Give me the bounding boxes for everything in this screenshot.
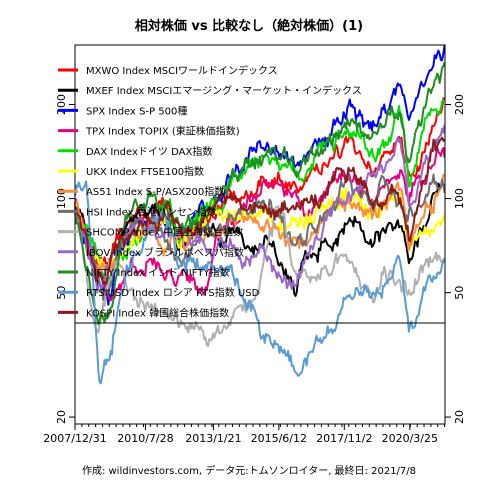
legend-label-9: SHCOMP Index 中国上海総合指数 (86, 226, 243, 239)
legend-label-7: AS51 Index S-P/ASX200指数 (86, 185, 224, 198)
series-line-2 (74, 180, 446, 297)
series-line-9 (74, 205, 446, 347)
y-tick-label-right: 100 (453, 188, 466, 209)
series-line-1 (74, 97, 446, 267)
x-tick-label: 2007/12/31 (43, 432, 106, 445)
y-tick-label-left: 20 (55, 410, 68, 424)
legend-label-6: UKX Index FTSE100指数 (86, 165, 204, 178)
x-tick-label: 2010/7/28 (117, 432, 173, 445)
legend-label-12: RTSIUSD Index ロシア RTS指数 USD (86, 286, 260, 299)
legend-label-1: MXWO Index MSCIワールドインデックス (86, 64, 278, 77)
y-tick-label-right: 200 (453, 94, 466, 115)
chart-title: 相対株価 vs 比較なし（絶対株価）(1) (135, 18, 363, 34)
series-line-8 (74, 173, 446, 301)
y-tick-label-left: 100 (55, 188, 68, 209)
series-line-4 (74, 146, 446, 302)
legend-label-11: NIFTY Index インド NIFTY指数 (86, 266, 230, 279)
legend-label-4: TPX Index TOPIX (東証株価指数) (85, 125, 240, 138)
x-tick-label: 2015/6/12 (251, 432, 307, 445)
legend-label-2: MXEF Index MSCIエマージング・マーケット・インデックス (86, 84, 362, 97)
series-line-12 (74, 180, 446, 385)
series-layer (74, 44, 446, 385)
series-line-11 (74, 62, 446, 326)
x-tick-label: 2020/3/25 (382, 432, 438, 445)
legend-label-5: DAX Indexドイツ DAX指数 (86, 145, 212, 158)
series-line-13 (74, 136, 446, 286)
x-tick-label: 2017/11/2 (316, 432, 372, 445)
chart-footer: 作成: wildinvestors.com, データ元:トムソンロイター, 最終… (82, 464, 416, 477)
y-tick-label-right: 20 (453, 410, 466, 424)
legend-label-10: IBOV Index ブラジルボベスパ指数 (86, 246, 244, 259)
legend-label-3: SPX Index S-P 500種 (86, 104, 187, 117)
legend-label-13: KOSPI Index 韓国総合株価指数 (86, 306, 229, 319)
legend: MXWO Index MSCIワールドインデックス MXEF Index MSCI… (58, 64, 362, 319)
x-tick-label: 2013/1/21 (185, 432, 241, 445)
legend-label-8: HSI Index 香港ハンセン指数 (86, 205, 217, 218)
y-tick-label-right: 50 (453, 286, 466, 300)
